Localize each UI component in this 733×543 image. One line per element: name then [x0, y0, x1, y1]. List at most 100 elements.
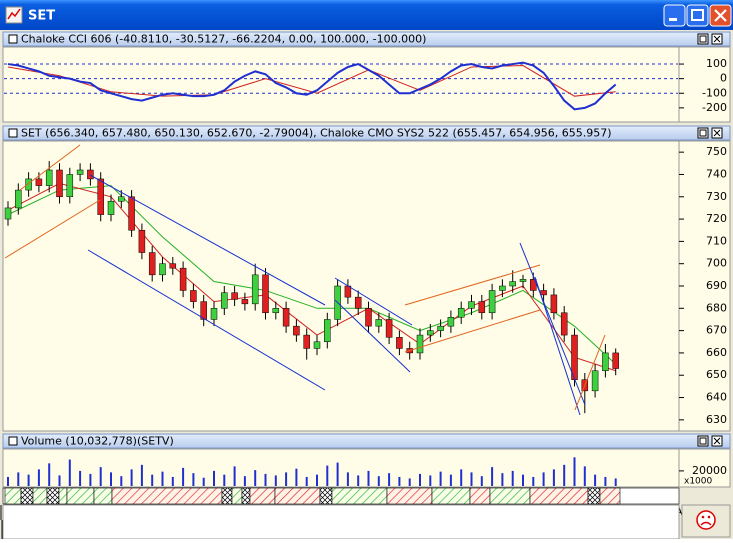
candle-body — [66, 174, 74, 198]
candle-body — [550, 294, 558, 314]
candle-body — [447, 316, 455, 327]
candle-body — [354, 296, 362, 309]
y-tick-label: 710 — [706, 234, 727, 247]
y-tick-label: -100 — [702, 86, 727, 99]
candle-body — [231, 292, 238, 300]
y-tick-label: 680 — [706, 301, 727, 314]
cci-axis — [678, 46, 731, 123]
y-tick-label: 700 — [706, 257, 727, 270]
window-title: SET — [28, 9, 55, 24]
candle-body — [478, 301, 486, 314]
candle-body — [375, 319, 383, 327]
candle-body — [540, 290, 547, 296]
candle-body — [385, 319, 393, 338]
volume-axis — [678, 448, 731, 488]
candle-body — [457, 308, 465, 318]
candle-body — [128, 196, 135, 231]
panel-buttons[interactable] — [697, 33, 723, 447]
candle-body — [200, 301, 207, 320]
app-icon-graph — [7, 8, 21, 20]
candle-body — [437, 325, 444, 331]
cci-slow — [7, 65, 616, 97]
panel-header — [2, 31, 731, 47]
y-tick-label: 720 — [706, 212, 727, 225]
candle-body — [210, 308, 218, 320]
maximize-button[interactable] — [686, 4, 709, 27]
candle-body — [118, 196, 125, 202]
candle-body — [76, 169, 84, 175]
panel-title: Chaloke CCI 606 (-40.8110, -30.5127, -66… — [21, 33, 426, 46]
candle-body — [468, 301, 475, 309]
candle-body — [56, 169, 63, 198]
signal-strip — [2, 487, 680, 505]
candle-body — [602, 352, 609, 372]
candle-body — [35, 178, 43, 186]
status-icon[interactable] — [681, 504, 731, 538]
candle-body — [159, 263, 166, 276]
y-tick-label: 750 — [706, 145, 727, 158]
y-tick-label: 690 — [706, 279, 727, 292]
candle-body — [45, 169, 53, 186]
candle-body — [324, 319, 331, 343]
candle-body — [313, 341, 321, 349]
y-tick-label: 740 — [706, 167, 727, 180]
candle-body — [499, 285, 506, 291]
candle-body — [365, 308, 372, 327]
candle-body — [396, 337, 403, 349]
candle-body — [148, 252, 156, 276]
candle-body — [190, 290, 197, 302]
candle-body — [241, 299, 249, 305]
candle-body — [282, 308, 290, 327]
candle-body — [303, 334, 310, 349]
candle-body — [221, 292, 228, 309]
close-button[interactable] — [709, 4, 732, 27]
candle-body — [251, 274, 259, 305]
candle-body — [509, 281, 516, 287]
y-tick-label: 660 — [706, 346, 727, 359]
date-axis — [2, 504, 680, 540]
candle-body — [97, 178, 104, 215]
panel-header — [2, 433, 731, 449]
candle-body — [138, 229, 146, 253]
candle-body — [272, 308, 280, 314]
candle-body — [15, 189, 22, 209]
panel-title: Volume (10,032,778)(SETV) — [21, 435, 174, 448]
panel-checkbox[interactable] — [8, 128, 18, 138]
panel-checkbox[interactable] — [8, 34, 18, 44]
candle-body — [4, 207, 12, 220]
y-tick-label: 100 — [706, 57, 727, 70]
candle-body — [612, 352, 619, 369]
y-tick-label: 630 — [706, 413, 727, 426]
y-tick-label: 670 — [706, 324, 727, 337]
candle-body — [488, 290, 496, 314]
candle-body — [87, 169, 94, 180]
volume-plot — [2, 448, 680, 488]
minimize-button[interactable] — [663, 4, 686, 27]
y-tick-label: 730 — [706, 190, 727, 203]
price-axis — [678, 140, 731, 432]
y-tick-label: 640 — [706, 391, 727, 404]
ma-slow — [7, 185, 617, 365]
title-bar — [0, 0, 733, 30]
panel-title: SET (656.340, 657.480, 650.130, 652.670,… — [21, 127, 612, 140]
candle-body — [169, 263, 177, 269]
candle-body — [25, 178, 32, 191]
candle-body — [427, 330, 434, 336]
candle-body — [591, 370, 599, 392]
y-tick-label: 20000 — [692, 464, 727, 477]
candle-body — [107, 200, 115, 215]
candle-body — [416, 334, 424, 354]
cci-fast — [7, 61, 617, 111]
candle-body — [262, 274, 269, 314]
candle-body — [519, 279, 527, 282]
panel-header — [2, 125, 731, 141]
candle-body — [179, 267, 187, 291]
volume-unit: x1000 — [684, 477, 713, 487]
candle-body — [293, 325, 300, 336]
cci-plot — [2, 46, 680, 123]
y-tick-label: 0 — [720, 72, 727, 85]
y-tick-label: 650 — [706, 368, 727, 381]
panel-checkbox[interactable] — [8, 436, 18, 446]
trend-channels — [4, 144, 606, 416]
